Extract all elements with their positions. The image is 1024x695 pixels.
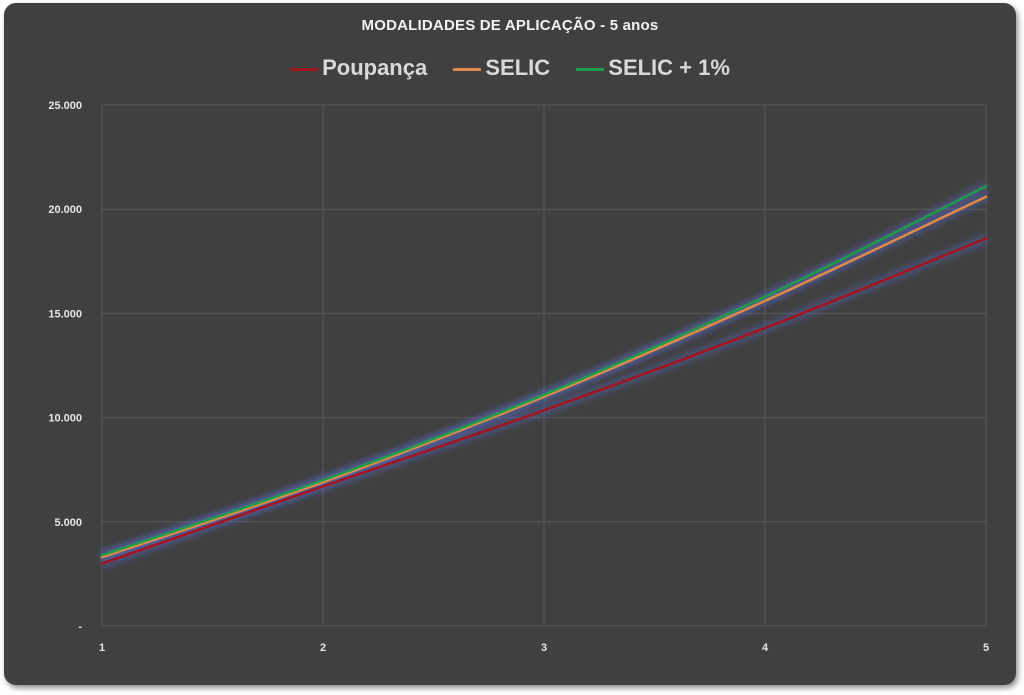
legend-swatch-selic-plus [576, 67, 605, 71]
chart-frame: MODALIDADES DE APLICAÇÃO - 5 anos Poupan… [4, 3, 1016, 685]
axis-ticks: - 5.000 10.000 15.000 20.000 25.000 1 2 3 4 5 [48, 100, 989, 654]
legend-label-selic-plus: SELIC + 1% [608, 55, 730, 80]
x-tick-label: 2 [320, 642, 326, 654]
y-tick-label: 25.000 [48, 100, 82, 112]
series-line-selic-plus [100, 185, 988, 557]
chart-title: MODALIDADES DE APLICAÇÃO - 5 anos [361, 17, 659, 34]
legend-label-selic: SELIC [485, 55, 551, 80]
series-line-selic [100, 195, 988, 559]
series-lines [100, 185, 988, 565]
legend-item-selic-plus: SELIC + 1% [576, 55, 730, 81]
legend-label-poupanca: Poupança [322, 55, 428, 80]
legend-swatch-poupanca [290, 67, 319, 71]
x-tick-label: 1 [99, 642, 105, 654]
y-tick-label: 5.000 [54, 517, 82, 529]
x-tick-label: 4 [762, 642, 769, 654]
y-tick-label: 10.000 [48, 413, 82, 425]
grid-lines [101, 104, 987, 627]
x-tick-label: 3 [541, 642, 547, 654]
chart-legend: Poupança SELIC SELIC + 1% [4, 55, 1016, 81]
legend-item-poupanca: Poupança [290, 55, 427, 81]
series-line-poupanca [100, 237, 988, 565]
legend-swatch-selic [453, 67, 482, 71]
y-tick-label: - [78, 621, 82, 633]
x-tick-label: 5 [983, 642, 989, 654]
legend-item-selic: SELIC [453, 55, 550, 81]
y-tick-label: 15.000 [48, 308, 82, 320]
y-tick-label: 20.000 [48, 204, 82, 216]
plot-area: - 5.000 10.000 15.000 20.000 25.000 1 2 3 4 5 [48, 100, 989, 654]
